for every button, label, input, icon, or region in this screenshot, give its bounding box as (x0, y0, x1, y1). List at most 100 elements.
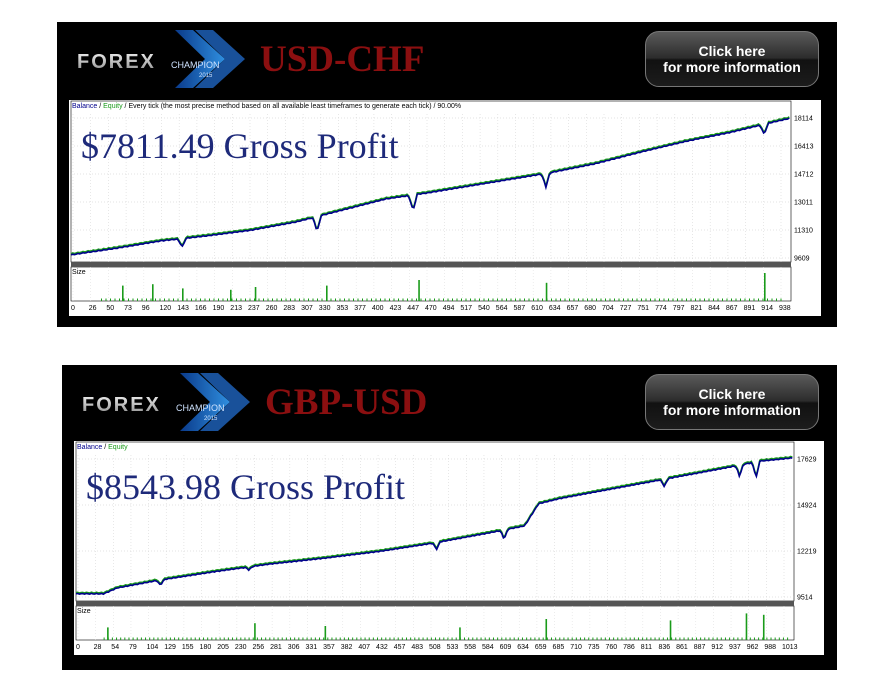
size-bar (753, 637, 755, 640)
size-bar (299, 298, 300, 301)
x-tick-label: 760 (606, 644, 618, 651)
x-tick-label: 584 (482, 644, 494, 651)
size-bar (249, 298, 251, 301)
size-bar (178, 637, 180, 640)
y-tick-label: 13011 (794, 200, 813, 207)
size-bar (209, 298, 210, 301)
x-tick-label: 517 (460, 305, 472, 312)
size-bar (550, 637, 552, 640)
size-bar (537, 298, 539, 301)
size-bar (629, 637, 631, 640)
more-info-button[interactable]: Click here for more information (645, 374, 819, 430)
size-bar (377, 637, 379, 640)
size-bar (174, 637, 176, 640)
x-tick-label: 377 (354, 305, 366, 312)
size-bar (530, 637, 532, 640)
size-bar (600, 637, 602, 640)
size-bar (618, 298, 620, 301)
size-bar (492, 637, 494, 640)
size-bar (569, 298, 570, 301)
size-bar (733, 637, 735, 640)
size-bar (668, 298, 669, 301)
size-bar (371, 298, 372, 301)
size-bar (658, 637, 660, 640)
size-bar (218, 298, 219, 301)
size-bar (681, 298, 683, 301)
size-bar (782, 637, 784, 640)
size-bar (128, 637, 130, 640)
size-bar (389, 298, 390, 301)
equity-chart: 17629 14924 12219 9514 0 28 54 79 104 129 155 180 20… (74, 441, 824, 655)
size-bar (526, 637, 528, 640)
size-bar (240, 298, 242, 301)
size-bar (132, 298, 134, 301)
logo-sub: CHAMPION (176, 403, 225, 413)
size-bar (348, 637, 350, 640)
size-bar (161, 637, 163, 640)
size-bar (704, 298, 705, 301)
x-tick-label: 494 (443, 305, 455, 312)
x-tick-label: 180 (200, 644, 212, 651)
size-spike (745, 613, 748, 640)
size-bar (780, 298, 782, 301)
size-bar (366, 298, 368, 301)
size-bar (425, 298, 426, 301)
size-bar (443, 298, 444, 301)
size-bar (207, 637, 209, 640)
more-info-button[interactable]: Click here for more information (645, 31, 819, 87)
size-spike (326, 285, 328, 301)
size-bar (753, 298, 755, 301)
size-bar (123, 298, 125, 301)
size-bar (591, 298, 593, 301)
logo-year: 2015 (204, 416, 218, 422)
header-equity: Equity (103, 103, 123, 110)
x-tick-label: 727 (620, 305, 632, 312)
y-tick-label: 16413 (794, 144, 814, 151)
x-tick-label: 256 (253, 644, 265, 651)
size-bar (177, 298, 179, 301)
x-tick-label: 283 (283, 305, 295, 312)
size-spike (254, 623, 256, 640)
size-bar (101, 298, 102, 301)
size-spike (182, 288, 184, 301)
y-tick-label: 14924 (797, 503, 817, 510)
size-bar (416, 298, 417, 301)
balance-line (70, 117, 790, 256)
size-bar (339, 637, 341, 640)
size-bar (538, 637, 540, 640)
x-tick-label: 50 (106, 305, 114, 312)
size-bar (407, 298, 408, 301)
banner-usd-chf: FOREX CHAMPION 2015 USD-CHF Click here f… (57, 22, 837, 327)
cta-line-1: Click here (698, 386, 766, 402)
size-bar (261, 637, 263, 640)
size-bar (150, 298, 152, 301)
size-bar (731, 298, 732, 301)
size-bar (105, 298, 107, 301)
size-bar (236, 298, 237, 301)
x-tick-label: 0 (76, 644, 80, 651)
chart-header: Balance / Equity / Every tick (the most … (72, 103, 462, 110)
size-bar (517, 637, 519, 640)
x-tick-label: 382 (341, 644, 353, 651)
size-bar (248, 637, 250, 640)
x-tick-label: 54 (111, 644, 119, 651)
header-balance: Balance (77, 444, 103, 451)
size-bar (762, 298, 764, 301)
size-bar (587, 298, 588, 301)
x-tick-label: 610 (531, 305, 543, 312)
size-bar (770, 637, 772, 640)
x-tick-label: 891 (744, 305, 756, 312)
size-bar (362, 298, 363, 301)
size-bar (627, 298, 629, 301)
size-spike (107, 627, 109, 640)
size-bar (641, 298, 642, 301)
y-tick-label: 17629 (797, 457, 817, 464)
size-bar (555, 298, 557, 301)
size-bar (542, 298, 543, 301)
size-bar (330, 298, 332, 301)
size-bar (146, 298, 147, 301)
size-bar (215, 637, 217, 640)
size-bar (281, 298, 282, 301)
size-bar (397, 637, 399, 640)
x-tick-label: 887 (694, 644, 706, 651)
